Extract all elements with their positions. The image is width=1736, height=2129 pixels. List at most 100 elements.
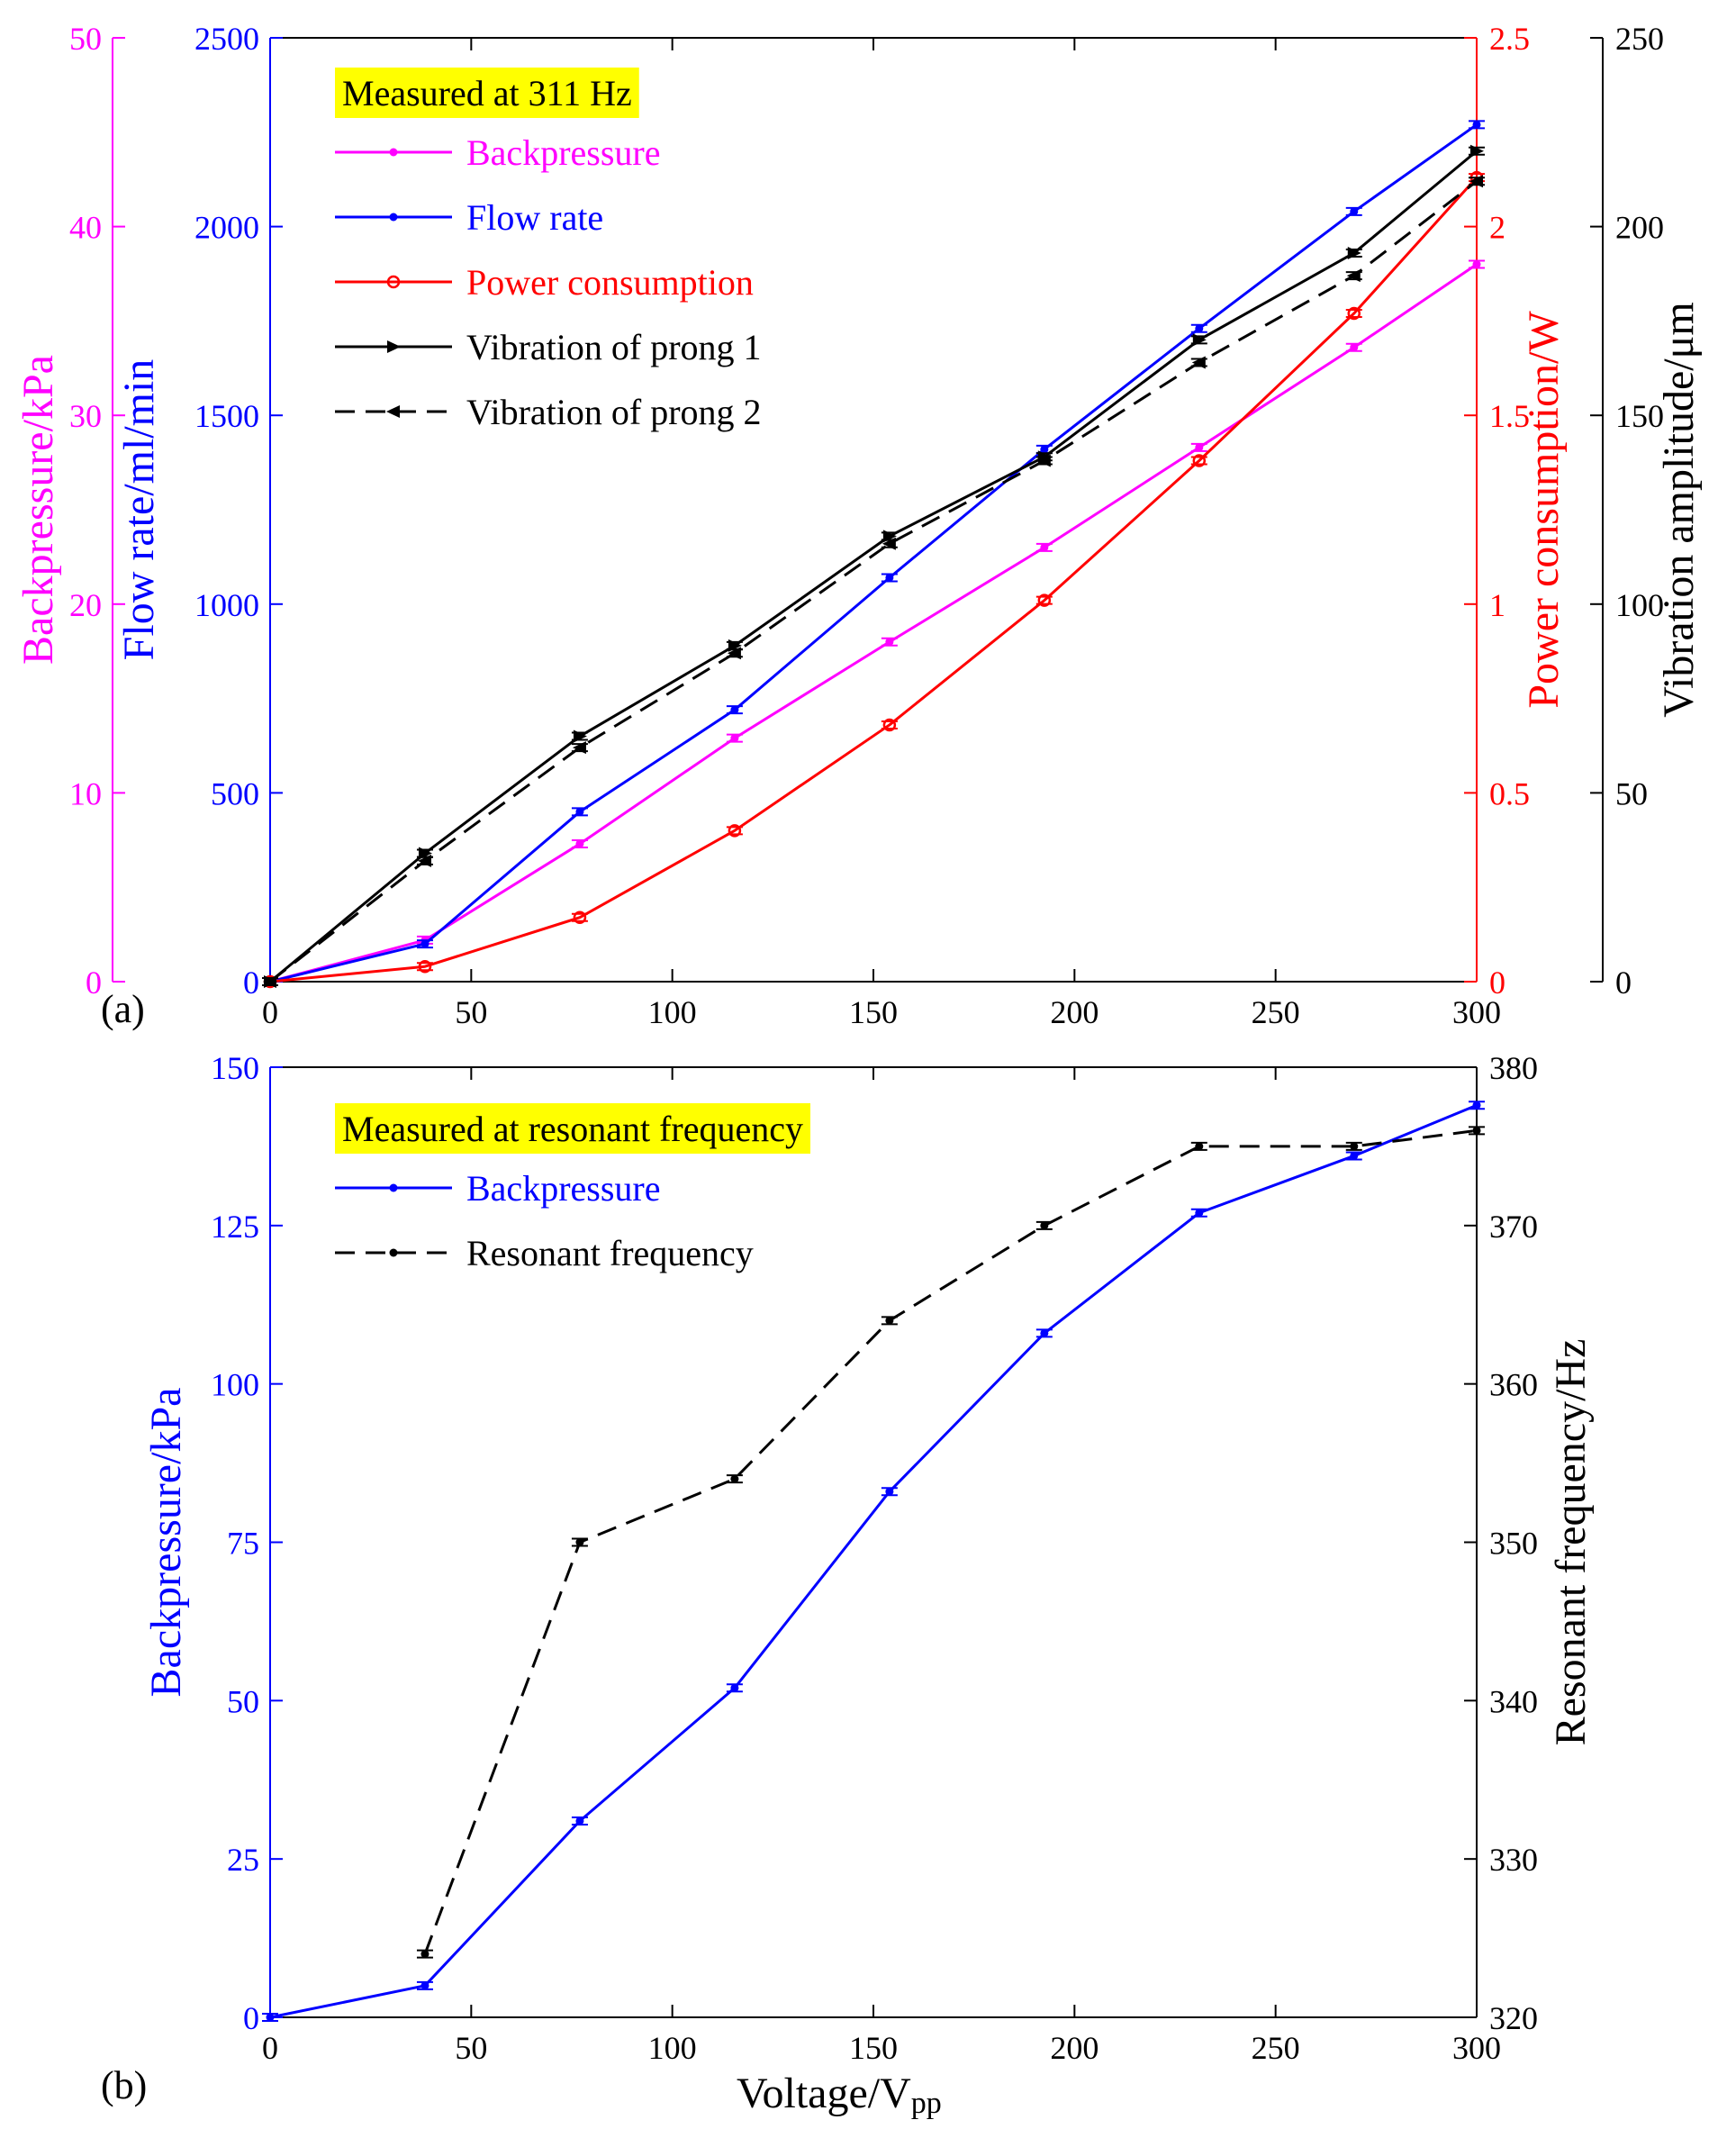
panel-a-label: (a) bbox=[101, 987, 145, 1031]
panel-a-legend-title-highlight bbox=[335, 68, 639, 118]
panel-a-vib-tick-label: 0 bbox=[1615, 965, 1632, 1001]
data-point-backpressure bbox=[1040, 543, 1049, 552]
panel-b-x-tick-label: 50 bbox=[455, 2030, 487, 2066]
panel-b-freq-axis-title: Resonant frequency/Hz bbox=[1547, 1339, 1595, 1746]
panel-a-legend-title: Measured at 311 Hz bbox=[342, 73, 632, 113]
series-vibration-of-prong-1 bbox=[262, 144, 1485, 988]
data-point-flow-rate bbox=[575, 807, 584, 816]
panel-a-power-tick-label: 2 bbox=[1489, 210, 1505, 246]
data-point-power-consumption bbox=[1037, 593, 1052, 607]
series-flow-rate bbox=[262, 120, 1485, 986]
panel-a-flow-tick-label: 1000 bbox=[194, 587, 259, 623]
panel-a-power-tick-label: 1.5 bbox=[1489, 398, 1530, 434]
data-point-resonant-frequency bbox=[1350, 1142, 1359, 1151]
data-point-resonant-frequency bbox=[885, 1316, 894, 1325]
panel-a-x-tick-label: 100 bbox=[648, 994, 697, 1030]
panel-a-x-tick-label: 150 bbox=[849, 994, 898, 1030]
panel-b-bp-tick-label: 100 bbox=[211, 1367, 259, 1403]
data-point-resonant-frequency bbox=[575, 1538, 584, 1546]
legend-label-vibration-of-prong-1: Vibration of prong 1 bbox=[466, 327, 762, 367]
data-point-backpressure bbox=[1195, 1209, 1204, 1218]
data-point-flow-rate bbox=[1040, 445, 1049, 454]
panel-a-flow-tick-label: 0 bbox=[243, 965, 259, 1001]
panel-b-bp-tick-label: 75 bbox=[227, 1526, 259, 1562]
legend-entry-resonant-frequency: Resonant frequency bbox=[335, 1233, 754, 1273]
legend-label-flow-rate: Flow rate bbox=[466, 197, 603, 238]
panel-a-flow-tick-label: 500 bbox=[211, 775, 259, 811]
legend-label-vibration-of-prong-2: Vibration of prong 2 bbox=[466, 392, 762, 432]
legend-marker-vibration-of-prong-2 bbox=[386, 405, 400, 418]
series-resonant-frequency bbox=[416, 1126, 1485, 1959]
legend-entry-vibration-of-prong-1: Vibration of prong 1 bbox=[335, 327, 762, 367]
data-point-flow-rate bbox=[1472, 120, 1481, 129]
panel-b-freq-tick-label: 360 bbox=[1489, 1367, 1538, 1403]
panel-a-bp-tick-label: 40 bbox=[69, 210, 102, 246]
panel-b-legend-title: Measured at resonant frequency bbox=[342, 1109, 803, 1149]
panel-a-bp-tick-label: 30 bbox=[69, 398, 102, 434]
panel-b-bp-tick-label: 0 bbox=[243, 2000, 259, 2036]
panel-b-x-tick-label: 100 bbox=[648, 2030, 697, 2066]
panel-a-vib-tick-label: 250 bbox=[1615, 21, 1664, 57]
panel-b-freq-tick-label: 380 bbox=[1489, 1050, 1538, 1086]
data-point-resonant-frequency bbox=[1040, 1221, 1049, 1230]
panel-a-x-tick-label: 200 bbox=[1050, 994, 1099, 1030]
data-point-flow-rate bbox=[1195, 324, 1204, 333]
legend-entry-flow-rate: Flow rate bbox=[335, 197, 603, 238]
panel-a-vib-tick-label: 100 bbox=[1615, 587, 1664, 623]
panel-a-power-tick-label: 0.5 bbox=[1489, 775, 1530, 811]
data-point-backpressure bbox=[1195, 443, 1204, 452]
panel-a-bp-tick-label: 10 bbox=[69, 775, 102, 811]
panel-a-vib-tick-label: 150 bbox=[1615, 398, 1664, 434]
panel-b-x-tick-label: 250 bbox=[1252, 2030, 1300, 2066]
data-point-backpressure bbox=[1350, 1151, 1359, 1160]
panel-b-label: (b) bbox=[101, 2063, 147, 2107]
panel-b-x-tick-label: 150 bbox=[849, 2030, 898, 2066]
data-point-backpressure bbox=[575, 839, 584, 848]
data-point-backpressure bbox=[575, 1816, 584, 1826]
legend-label-backpressure: Backpressure bbox=[466, 1168, 660, 1209]
panel-a-legend: Measured at 311 Hz Backpressure Flow rate P… bbox=[335, 68, 762, 432]
legend-entry-power-consumption: Power consumption bbox=[335, 262, 754, 303]
legend-marker-backpressure bbox=[389, 1183, 398, 1192]
series-vibration-of-prong-2 bbox=[262, 175, 1485, 988]
series-line-backpressure bbox=[269, 1103, 1478, 2019]
panel-a-flow-axis-title: Flow rate/ml/min bbox=[115, 359, 163, 661]
legend-marker-resonant-frequency bbox=[389, 1248, 398, 1257]
series-line-vibration-of-prong-2 bbox=[269, 180, 1478, 983]
legend-marker-power-consumption bbox=[386, 275, 401, 289]
panel-a-power-tick-label: 1 bbox=[1489, 587, 1505, 623]
data-point-backpressure bbox=[266, 2013, 275, 2022]
panel-a-bp-tick-label: 20 bbox=[69, 587, 102, 623]
panel-b-bp-tick-label: 150 bbox=[211, 1050, 259, 1086]
data-point-flow-rate bbox=[885, 573, 894, 582]
data-point-flow-rate bbox=[420, 939, 429, 948]
panel-a-power-tick-label: 2.5 bbox=[1489, 21, 1530, 57]
data-point-backpressure bbox=[730, 1683, 739, 1692]
panel-a-flow-tick-label: 2500 bbox=[194, 21, 259, 57]
legend-marker-backpressure bbox=[389, 148, 398, 157]
panel-b-bp-tick-label: 125 bbox=[211, 1209, 259, 1245]
panel-b-chart: 0 50 100 150 200 250 300 0 25 50 75 100 125 150 Backpr… bbox=[142, 1050, 1595, 2066]
data-point-power-consumption bbox=[728, 824, 742, 838]
panel-b-x-tick-label: 200 bbox=[1050, 2030, 1099, 2066]
legend-label-backpressure: Backpressure bbox=[466, 132, 660, 173]
series-backpressure bbox=[262, 259, 1485, 986]
data-point-backpressure bbox=[1472, 260, 1481, 269]
legend-entry-backpressure: Backpressure bbox=[335, 1168, 660, 1209]
data-point-backpressure bbox=[730, 734, 739, 743]
panel-a-chart: 0 50 100 150 200 250 30001020304050Backpressur… bbox=[14, 21, 1703, 1030]
panel-b-bp-tick-label: 50 bbox=[227, 1683, 259, 1719]
panel-b-x-tick-label: 300 bbox=[1452, 2030, 1501, 2066]
x-axis-title-main: Voltage/V bbox=[737, 2070, 911, 2117]
data-point-flow-rate bbox=[1350, 207, 1359, 216]
series-line-vibration-of-prong-1 bbox=[269, 149, 1478, 983]
panel-b-legend: Measured at resonant frequency Backpressu… bbox=[335, 1103, 810, 1273]
panel-a-flow-tick-label: 2000 bbox=[194, 210, 259, 246]
data-point-resonant-frequency bbox=[1195, 1142, 1204, 1151]
data-point-backpressure bbox=[1350, 343, 1359, 352]
data-point-power-consumption bbox=[882, 718, 897, 732]
panel-a-bp-tick-label: 50 bbox=[69, 21, 102, 57]
panel-a-power-axis-title: Power consumption/W bbox=[1520, 311, 1568, 709]
x-axis-title: Voltage/Vpp bbox=[737, 2070, 942, 2120]
